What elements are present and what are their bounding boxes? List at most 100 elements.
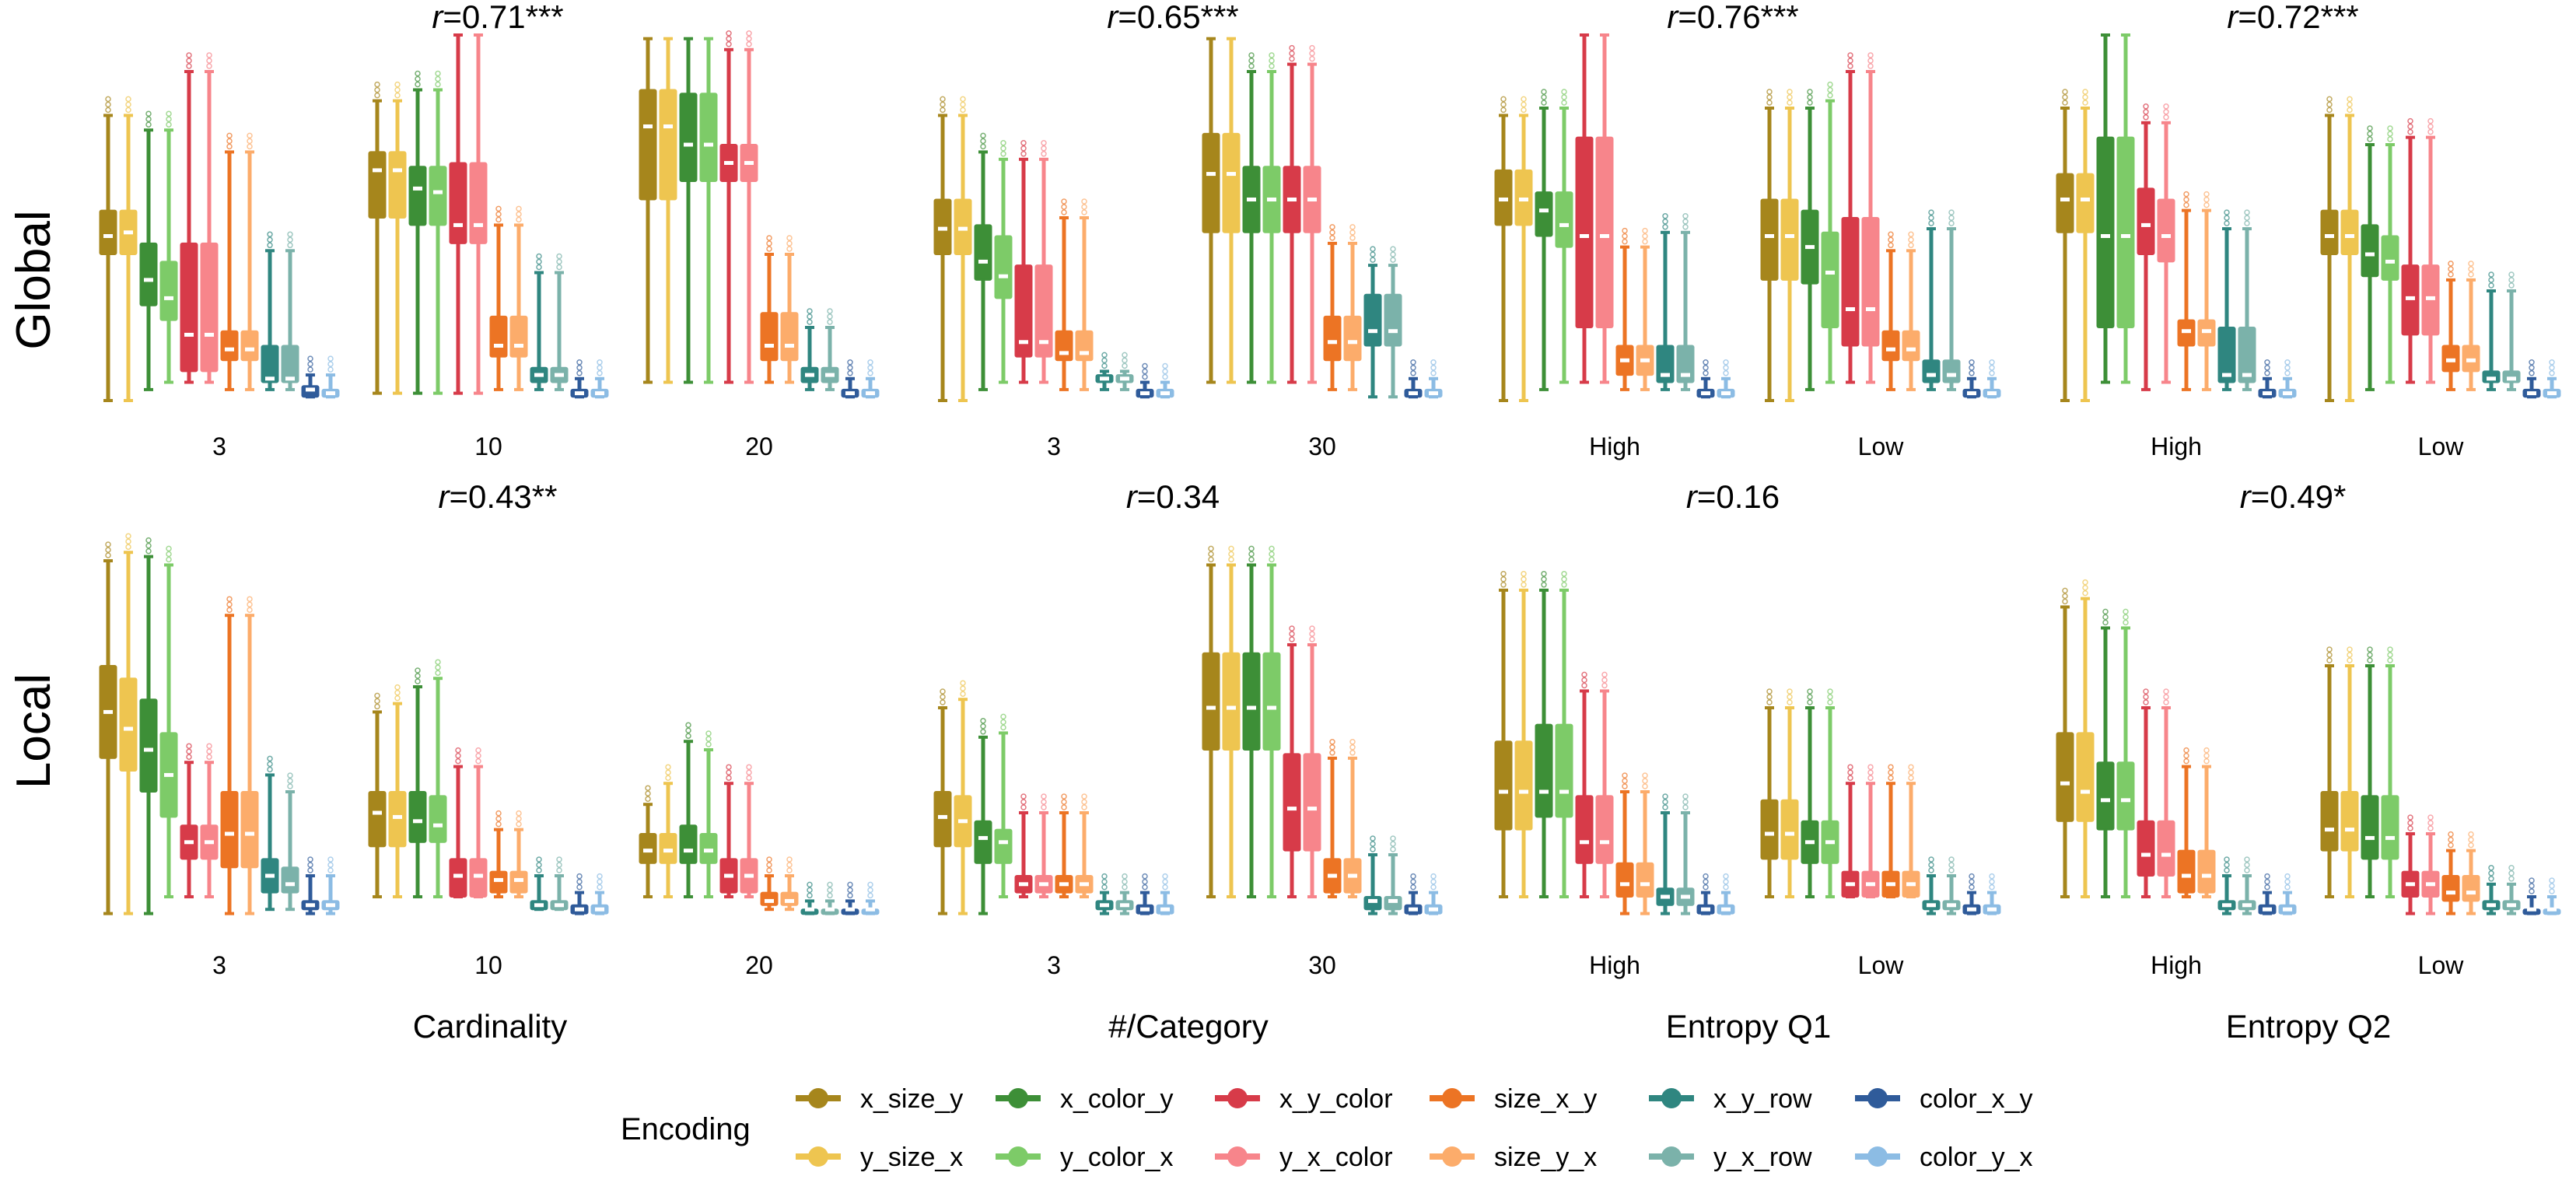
outlier-point — [960, 107, 966, 114]
box-x-y-row — [800, 881, 819, 915]
outlier-point — [1723, 370, 1729, 376]
outlier-point — [1969, 365, 1975, 371]
legend-label: x_y_color — [1279, 1084, 1393, 1114]
median-mark — [1580, 234, 1589, 238]
box-body — [1363, 896, 1382, 911]
median-mark — [958, 226, 968, 231]
outlier-point — [2468, 836, 2474, 843]
box-body — [760, 891, 779, 906]
outlier-point — [827, 319, 833, 325]
outlier-point — [327, 366, 334, 373]
outlier-point — [1703, 884, 1709, 891]
outlier-point — [1101, 884, 1108, 891]
box-body — [509, 315, 528, 358]
box-body — [2320, 209, 2339, 256]
outlier-point — [327, 361, 334, 367]
box-body — [1595, 136, 1614, 328]
r-label: r=0.65*** — [1107, 0, 1238, 35]
outlier-point — [1807, 100, 1813, 106]
box-color-x-y — [1136, 362, 1154, 399]
outlier-point — [105, 552, 111, 558]
outlier-point — [1289, 44, 1295, 51]
outlier-point — [1908, 775, 1914, 781]
outlier-point — [1000, 140, 1006, 146]
category-group-high: High — [1494, 571, 1735, 979]
outlier-point — [1228, 556, 1234, 563]
box-x-color-y — [139, 537, 158, 915]
outlier-point — [206, 63, 212, 69]
median-mark — [2487, 376, 2496, 381]
outlier-point — [1248, 551, 1255, 558]
outlier-point — [415, 70, 421, 77]
outlier-point — [1370, 246, 1376, 252]
outlier-point — [1410, 873, 1416, 880]
legend-item-x-y-color: x_y_color — [1215, 1084, 1393, 1114]
box-body — [489, 870, 508, 894]
outlier-point — [576, 878, 583, 885]
category-group-10: 10 — [368, 33, 609, 460]
box-size-y-x — [240, 132, 259, 391]
box-y-x-color — [200, 52, 219, 384]
outlier-point — [226, 132, 233, 139]
median-mark — [1388, 898, 1398, 903]
outlier-point — [2082, 584, 2088, 591]
box-y-size-x — [1222, 545, 1241, 898]
outlier-point — [1541, 100, 1547, 106]
median-mark — [684, 849, 693, 853]
r-value: =0.43** — [450, 478, 558, 515]
median-mark — [2547, 391, 2557, 396]
outlier-point — [2427, 128, 2434, 135]
box-y-x-color — [2421, 814, 2440, 915]
box-body — [159, 261, 178, 321]
outlier-point — [2102, 619, 2109, 626]
median-mark — [1987, 907, 1997, 912]
box-size-x-y — [2441, 831, 2460, 915]
r-symbol: r — [1667, 0, 1679, 35]
median-mark — [2527, 907, 2536, 912]
box-x-y-row — [2217, 209, 2236, 391]
box-body — [1494, 740, 1513, 831]
outlier-point — [1948, 862, 1955, 868]
box-x-y-row — [2217, 856, 2236, 915]
box-y-color-x — [994, 713, 1013, 898]
outlier-point — [2529, 370, 2535, 376]
median-mark — [2385, 259, 2395, 264]
median-mark — [1409, 391, 1418, 396]
box-x-color-y — [2361, 646, 2379, 898]
box-x-size-y — [933, 96, 952, 402]
median-mark — [514, 877, 523, 882]
outlier-point — [1948, 220, 1955, 226]
outlier-point — [374, 698, 380, 705]
outlier-point — [1500, 582, 1507, 588]
category-group-3: 3 — [933, 680, 1174, 979]
median-mark — [595, 907, 604, 912]
facet-cardinality: r=0.71***3 10 20r=0.43**3 10 20 — [99, 0, 880, 979]
tick-label: High — [1589, 432, 1640, 460]
outlier-point — [2549, 888, 2555, 894]
box-size-y-x — [1902, 231, 1920, 391]
r-symbol: r — [1686, 478, 1699, 515]
outlier-point — [2468, 261, 2474, 267]
outlier-point — [1888, 236, 1894, 243]
outlier-point — [685, 727, 691, 733]
outlier-point — [2529, 359, 2535, 366]
outlier-point — [267, 766, 273, 773]
box-y-color-x — [159, 545, 178, 898]
outlier-point — [1847, 63, 1853, 69]
outlier-point — [2163, 103, 2169, 110]
box-body — [2217, 327, 2236, 383]
outlier-point — [1041, 151, 1047, 157]
box-y-size-x — [659, 37, 677, 384]
outlier-point — [1888, 764, 1894, 770]
box-x-color-y — [2096, 33, 2115, 384]
outlier-point — [2508, 870, 2515, 877]
outlier-point — [2529, 365, 2535, 371]
outlier-point — [1349, 224, 1356, 230]
outlier-point — [516, 211, 522, 218]
outlier-point — [2448, 261, 2454, 267]
outlier-point — [1101, 357, 1108, 364]
outlier-point — [1766, 699, 1773, 705]
outlier-point — [2347, 96, 2353, 103]
outlier-point — [2062, 94, 2068, 100]
outlier-point — [685, 733, 691, 739]
